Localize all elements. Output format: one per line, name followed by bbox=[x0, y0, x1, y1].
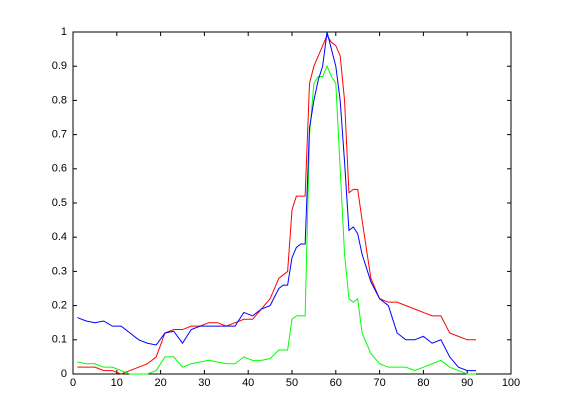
x-tick-label: 90 bbox=[461, 377, 473, 389]
y-tick-label: 0.9 bbox=[52, 60, 67, 72]
data-line bbox=[77, 64, 476, 375]
y-tick-label: 0.2 bbox=[52, 300, 67, 312]
y-tick-label: 0.1 bbox=[52, 334, 67, 346]
y-tick-label: 0 bbox=[61, 368, 67, 380]
x-tick-label: 80 bbox=[417, 377, 429, 389]
y-tick-label: 0.3 bbox=[52, 265, 67, 277]
y-tick-label: 0.5 bbox=[52, 197, 67, 209]
x-tick-label: 20 bbox=[154, 377, 166, 389]
x-tick-label: 70 bbox=[373, 377, 385, 389]
data-line bbox=[77, 31, 476, 372]
x-tick-label: 60 bbox=[330, 377, 342, 389]
y-tick-label: 0.4 bbox=[52, 231, 67, 243]
plot-area bbox=[72, 31, 512, 375]
data-line bbox=[77, 34, 476, 375]
x-tick-label: 0 bbox=[70, 377, 76, 389]
x-tick-label: 10 bbox=[111, 377, 123, 389]
x-tick-label: 50 bbox=[286, 377, 298, 389]
y-tick-label: 0.7 bbox=[52, 129, 67, 141]
x-tick-label: 40 bbox=[242, 377, 254, 389]
y-tick-label: 1 bbox=[61, 26, 67, 38]
y-tick-label: 0.8 bbox=[52, 94, 67, 106]
y-tick-label: 0.6 bbox=[52, 163, 67, 175]
x-tick-label: 30 bbox=[198, 377, 210, 389]
x-tick-label: 100 bbox=[502, 377, 520, 389]
